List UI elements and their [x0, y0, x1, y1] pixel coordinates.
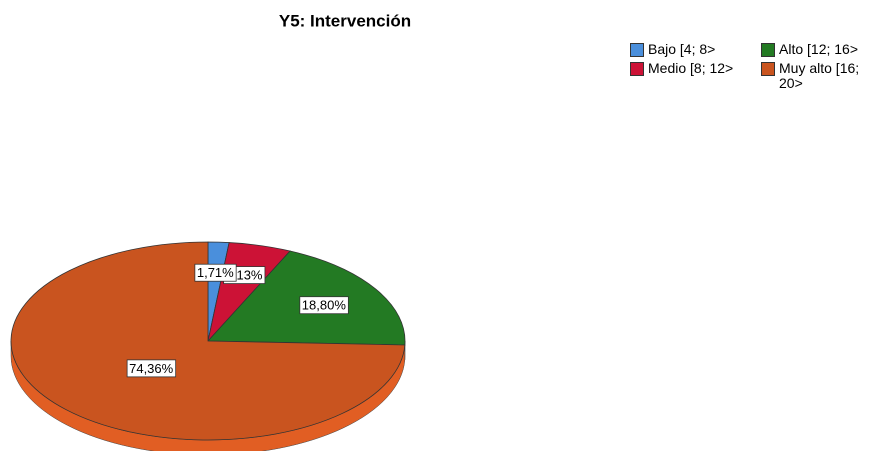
- data-label-box: [299, 296, 349, 315]
- legend-label: Muy alto [16; 20>: [779, 60, 860, 91]
- legend-label: Bajo [4; 8>: [648, 41, 716, 57]
- chart-title: Y5: Intervención: [279, 11, 411, 30]
- legend-label: Medio [8; 12>: [648, 60, 734, 76]
- slice: [10, 241, 406, 441]
- data-label-box: [126, 359, 177, 378]
- legend-swatch: [630, 62, 644, 76]
- legend-item: Alto [12; 16>: [761, 42, 879, 57]
- legend-swatch: [761, 43, 775, 57]
- legend-item: Muy alto [16; 20>: [761, 61, 879, 91]
- data-label: 1,71%: [197, 265, 234, 280]
- legend-swatch: [761, 62, 775, 76]
- legend-swatch: [630, 43, 644, 57]
- legend-label: Alto [12; 16>: [779, 41, 859, 57]
- data-label: 18,80%: [302, 298, 347, 313]
- data-label-box: [194, 263, 237, 282]
- data-label: 74,36%: [129, 361, 174, 376]
- legend-item: Bajo [4; 8>: [630, 42, 748, 57]
- legend-item: Medio [8; 12>: [630, 61, 748, 76]
